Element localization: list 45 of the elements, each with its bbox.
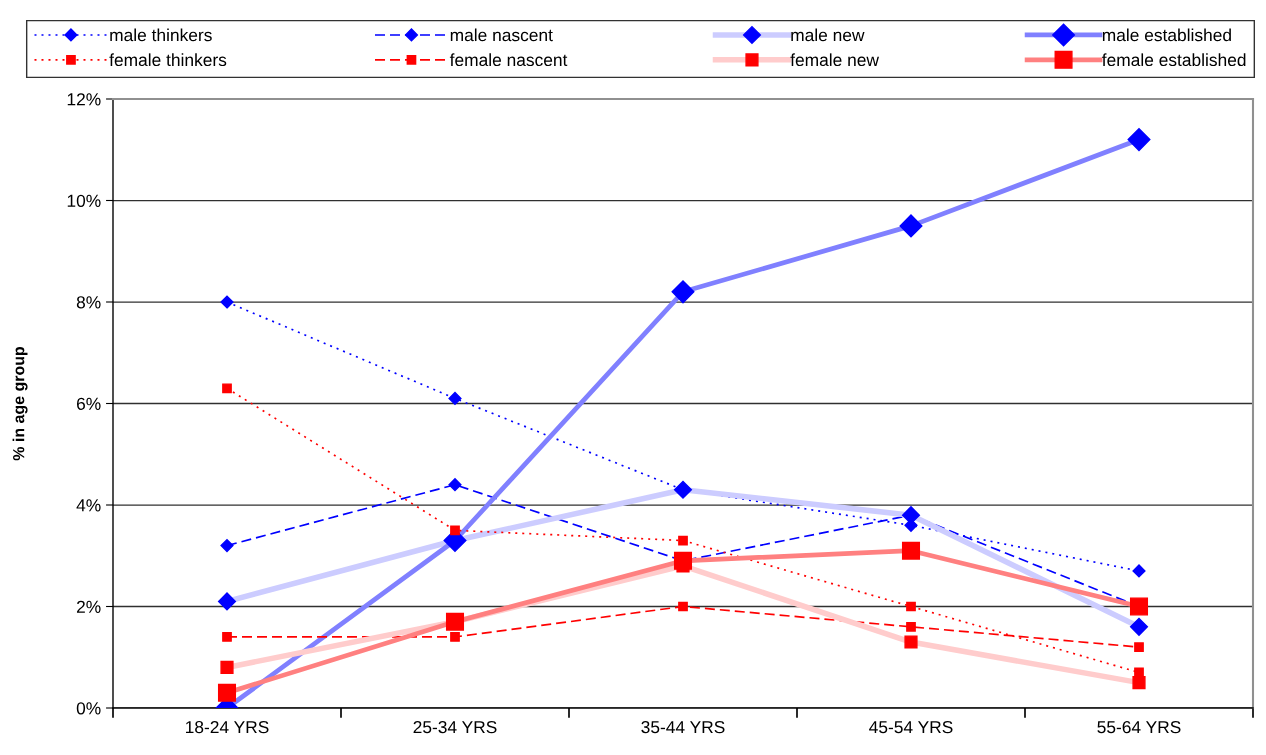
- legend-label: male nascent: [450, 28, 553, 42]
- x-tick-label: 25-34 YRS: [413, 720, 497, 734]
- legend-label: male thinkers: [110, 28, 212, 42]
- point: [1132, 676, 1146, 690]
- point: [448, 391, 462, 406]
- point: [222, 632, 232, 642]
- y-tick-label: 12%: [67, 93, 101, 106]
- legend-label: male new: [791, 28, 865, 42]
- point: [217, 683, 237, 702]
- point: [1132, 564, 1146, 578]
- point: [1129, 617, 1149, 636]
- point: [906, 621, 916, 632]
- point: [906, 601, 916, 612]
- y-tick-label: 8%: [76, 296, 101, 309]
- point: [220, 539, 234, 553]
- point: [899, 214, 923, 238]
- legend-label: female thinkers: [109, 53, 227, 67]
- y-tick-label: 4%: [76, 499, 101, 512]
- point: [1134, 642, 1144, 652]
- y-tick-label: 6%: [76, 397, 101, 410]
- point: [901, 541, 921, 560]
- point: [220, 660, 234, 674]
- point: [220, 295, 234, 309]
- point: [904, 635, 918, 649]
- y-tick-label: 10%: [67, 194, 101, 207]
- legend-label: female new: [790, 53, 880, 67]
- point: [217, 592, 237, 611]
- x-tick-label: 45-54 YRS: [869, 720, 953, 734]
- point: [678, 535, 688, 546]
- x-tick-label: 35-44 YRS: [641, 720, 725, 734]
- point: [671, 280, 695, 304]
- x-tick-label: 18-24 YRS: [186, 720, 269, 734]
- y-tick-label: 2%: [76, 600, 101, 613]
- point: [222, 383, 232, 394]
- point: [450, 525, 460, 536]
- legend-label: female established: [1102, 53, 1246, 67]
- legend-label: female nascent: [449, 53, 568, 67]
- point: [448, 478, 462, 492]
- x-tick-label: 55-64 YRS: [1097, 720, 1181, 734]
- legend-label: male established: [1102, 28, 1231, 42]
- y-axis-title: % in age group: [12, 346, 28, 461]
- point: [1127, 128, 1151, 152]
- point: [678, 601, 688, 612]
- point: [450, 632, 460, 642]
- y-tick-label: 0%: [76, 702, 101, 715]
